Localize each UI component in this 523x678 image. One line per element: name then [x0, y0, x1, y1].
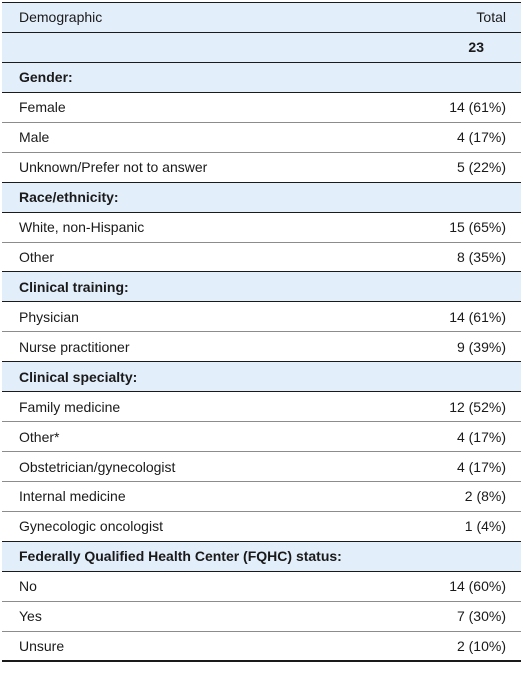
row-label: Gynecologic oncologist [19, 518, 163, 535]
demographics-table: Demographic Total 23 Gender: Female 14 (61… [2, 2, 521, 663]
row-label: White, non-Hispanic [2, 212, 418, 243]
row-value: 1 (4%) [464, 518, 506, 535]
row-label: Unknown/Prefer not to answer [19, 159, 208, 176]
total-row: 23 [2, 32, 521, 63]
row-value: 12 (52%) [417, 391, 521, 423]
table-row: No 14 (60%) [2, 571, 521, 602]
row-value: 14 (61%) [417, 92, 521, 123]
row-label: Nurse practitioner [19, 338, 130, 355]
table-row: Family medicine 12 (52%) [2, 391, 521, 423]
row-value: 4 (17%) [417, 421, 521, 453]
header-demographic: Demographic [2, 2, 418, 33]
table-row: Nurse practitioner 9 (39%) [2, 332, 521, 362]
table-row: Yes 7 (30%) [2, 601, 521, 632]
row-value: 8 (35%) [456, 248, 506, 265]
row-label: No [2, 571, 418, 602]
row-label: Other [19, 248, 55, 265]
row-value: 4 (17%) [417, 451, 521, 482]
row-label: Other* [2, 421, 418, 453]
row-label: Unsure [2, 631, 418, 663]
row-value: 5 (22%) [456, 159, 506, 176]
row-label: Male [2, 122, 418, 153]
row-label: Yes [2, 601, 418, 632]
section-spacer [417, 181, 521, 213]
section-row: Race/ethnicity: [2, 181, 521, 213]
section-row: Clinical training: [2, 271, 521, 303]
table-row: Other 8 (35%) [2, 242, 521, 272]
table-row: White, non-Hispanic 15 (65%) [2, 212, 521, 243]
table-row: Physician 14 (61%) [2, 301, 521, 333]
table-row: Other* 4 (17%) [2, 421, 521, 453]
section-title: Race/ethnicity: [2, 181, 418, 213]
section-spacer [417, 361, 521, 393]
section-title: Federally Qualified Health Center (FQHC)… [2, 540, 418, 572]
total-label [2, 32, 418, 63]
row-value: 4 (17%) [417, 122, 521, 153]
row-value: 14 (61%) [417, 301, 521, 333]
section-spacer [417, 271, 521, 303]
section-spacer [417, 61, 521, 93]
section-title: Clinical training: [2, 271, 418, 303]
row-value: 14 (60%) [417, 571, 521, 602]
table-row: Gynecologic oncologist 1 (4%) [2, 511, 521, 541]
total-value: 23 [417, 32, 521, 63]
table-row: Internal medicine 2 (8%) [2, 481, 521, 512]
table-row: Unsure 2 (10%) [2, 631, 521, 663]
table-header-row: Demographic Total [2, 2, 521, 33]
section-spacer [417, 540, 521, 572]
section-row: Clinical specialty: [2, 361, 521, 393]
row-value: 7 (30%) [417, 601, 521, 632]
row-label: Family medicine [2, 391, 418, 423]
row-label: Internal medicine [2, 481, 418, 512]
table-row: Obstetrician/gynecologist 4 (17%) [2, 451, 521, 482]
table-row: Unknown/Prefer not to answer 5 (22%) [2, 152, 521, 182]
section-title: Clinical specialty: [2, 361, 418, 393]
row-label: Physician [2, 301, 418, 333]
row-label: Female [2, 92, 418, 123]
row-value: 15 (65%) [417, 212, 521, 243]
table-row: Female 14 (61%) [2, 92, 521, 123]
row-value: 2 (8%) [417, 481, 521, 512]
section-title: Gender: [2, 61, 418, 93]
section-row: Federally Qualified Health Center (FQHC)… [2, 540, 521, 572]
table-row: Male 4 (17%) [2, 122, 521, 153]
row-label: Obstetrician/gynecologist [2, 451, 418, 482]
header-total: Total [417, 2, 521, 33]
section-row: Gender: [2, 61, 521, 93]
row-value: 9 (39%) [456, 338, 506, 355]
row-value: 2 (10%) [417, 631, 521, 663]
